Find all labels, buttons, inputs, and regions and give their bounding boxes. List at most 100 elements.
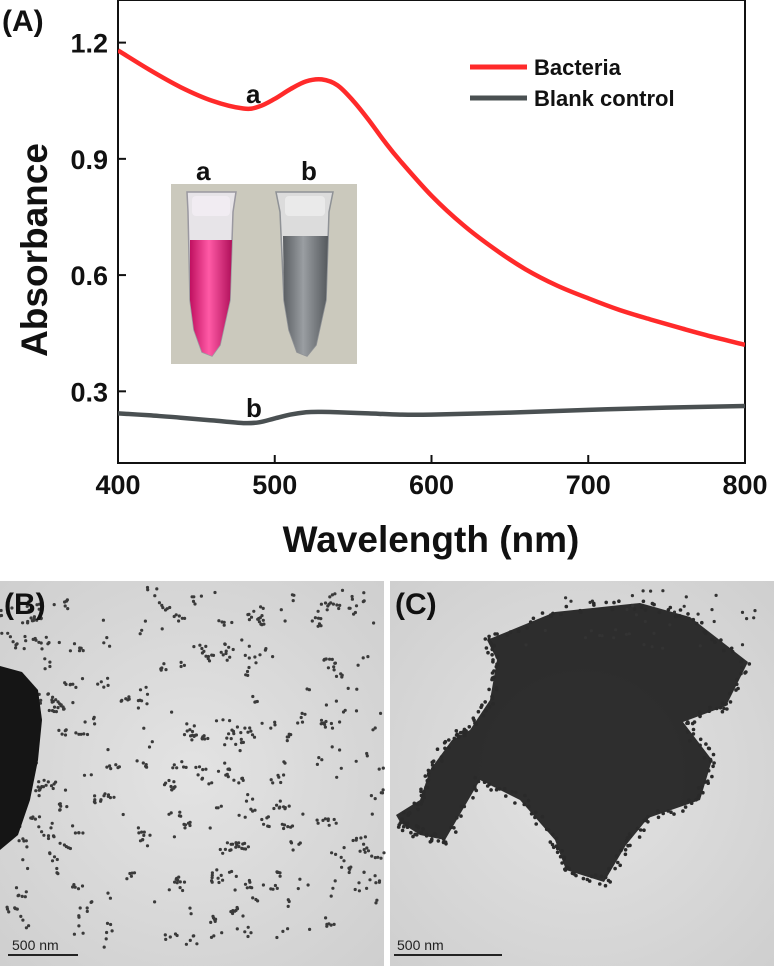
nanoparticle bbox=[164, 668, 168, 672]
nanoparticle bbox=[167, 888, 171, 892]
nanoparticle bbox=[441, 837, 446, 841]
nanoparticle bbox=[250, 886, 254, 890]
nanoparticle bbox=[247, 656, 251, 660]
nanoparticle bbox=[247, 878, 251, 883]
nanoparticle bbox=[37, 780, 41, 784]
nanoparticle bbox=[217, 619, 221, 623]
nanoparticle bbox=[431, 759, 436, 763]
nanoparticle bbox=[419, 830, 424, 835]
nanoparticle bbox=[551, 845, 556, 850]
nanoparticle bbox=[93, 794, 97, 798]
nanoparticle bbox=[172, 780, 176, 784]
nanoparticle bbox=[435, 747, 440, 751]
nanoparticle bbox=[178, 880, 182, 884]
nanoparticle bbox=[19, 914, 23, 919]
nanoparticle bbox=[104, 937, 108, 941]
nanoparticle bbox=[534, 810, 538, 815]
nanoparticle bbox=[24, 890, 28, 894]
tube-b-cap bbox=[285, 196, 325, 216]
nanoparticle bbox=[278, 799, 282, 803]
nanoparticle bbox=[234, 874, 238, 879]
panel-c-aggregate bbox=[396, 603, 748, 882]
nanoparticle bbox=[338, 720, 342, 724]
nanoparticle bbox=[359, 836, 363, 840]
nanoparticle bbox=[21, 858, 25, 862]
nanoparticle bbox=[132, 871, 137, 875]
nanoparticle bbox=[736, 686, 740, 691]
nanoparticle bbox=[598, 633, 602, 638]
nanoparticle bbox=[150, 740, 154, 744]
nanoparticle bbox=[246, 730, 250, 734]
nanoparticle bbox=[262, 822, 266, 826]
nanoparticle bbox=[402, 810, 406, 815]
nanoparticle bbox=[225, 736, 229, 740]
nanoparticle bbox=[191, 599, 196, 604]
nanoparticle bbox=[93, 801, 97, 805]
nanoparticle bbox=[529, 812, 534, 816]
nanoparticle bbox=[570, 871, 575, 876]
panel-c-particles bbox=[396, 589, 757, 888]
nanoparticle bbox=[455, 732, 460, 737]
nanoparticle bbox=[334, 852, 338, 857]
nanoparticle bbox=[323, 601, 328, 605]
nanoparticle bbox=[228, 655, 232, 659]
nanoparticle bbox=[121, 812, 125, 817]
nanoparticle bbox=[603, 883, 608, 888]
nanoparticle bbox=[377, 879, 382, 883]
nanoparticle bbox=[299, 715, 303, 720]
nanoparticle bbox=[161, 606, 165, 610]
nanoparticle bbox=[643, 619, 648, 624]
y-tick-label: 0.3 bbox=[70, 377, 108, 407]
nanoparticle bbox=[223, 743, 227, 747]
nanoparticle bbox=[328, 657, 332, 661]
nanoparticle bbox=[50, 709, 55, 713]
nanoparticle bbox=[406, 811, 411, 816]
nanoparticle bbox=[527, 804, 531, 809]
nanoparticle bbox=[234, 841, 238, 845]
nanoparticle bbox=[624, 632, 629, 637]
nanoparticle bbox=[381, 766, 385, 770]
nanoparticle bbox=[29, 616, 33, 620]
nanoparticle bbox=[228, 719, 232, 723]
nanoparticle bbox=[221, 851, 225, 855]
nanoparticle bbox=[357, 889, 361, 893]
nanoparticle bbox=[160, 627, 164, 631]
nanoparticle bbox=[630, 594, 635, 598]
nanoparticle bbox=[172, 835, 176, 839]
nanoparticle bbox=[287, 804, 291, 808]
nanoparticle bbox=[316, 821, 320, 825]
nanoparticle bbox=[497, 787, 502, 791]
nanoparticle bbox=[0, 614, 2, 618]
nanoparticle bbox=[246, 934, 250, 939]
nanoparticle bbox=[140, 830, 144, 834]
nanoparticle bbox=[261, 606, 265, 611]
x-tick-label: 700 bbox=[566, 470, 611, 500]
nanoparticle bbox=[397, 823, 402, 827]
nanoparticle bbox=[456, 735, 461, 739]
nanoparticle bbox=[419, 802, 423, 806]
nanoparticle bbox=[516, 629, 521, 633]
nanoparticle bbox=[639, 605, 644, 609]
nanoparticle bbox=[337, 606, 341, 611]
nanoparticle bbox=[720, 709, 725, 714]
nanoparticle bbox=[329, 894, 333, 898]
nanoparticle bbox=[593, 873, 598, 877]
nanoparticle bbox=[153, 594, 157, 598]
nanoparticle bbox=[589, 874, 594, 879]
nanoparticle bbox=[415, 833, 419, 837]
nanoparticle bbox=[37, 607, 41, 611]
nanoparticle bbox=[363, 835, 367, 839]
nanoparticle bbox=[106, 683, 110, 688]
nanoparticle bbox=[439, 755, 444, 759]
nanoparticle bbox=[39, 698, 43, 703]
nanoparticle bbox=[366, 849, 371, 853]
nanoparticle bbox=[724, 702, 728, 706]
nanoparticle bbox=[48, 851, 52, 855]
nanoparticle bbox=[142, 830, 146, 834]
nanoparticle bbox=[143, 619, 147, 623]
nanoparticle bbox=[65, 598, 69, 602]
nanoparticle bbox=[347, 870, 351, 875]
nanoparticle bbox=[525, 626, 529, 630]
nanoparticle bbox=[291, 848, 295, 852]
